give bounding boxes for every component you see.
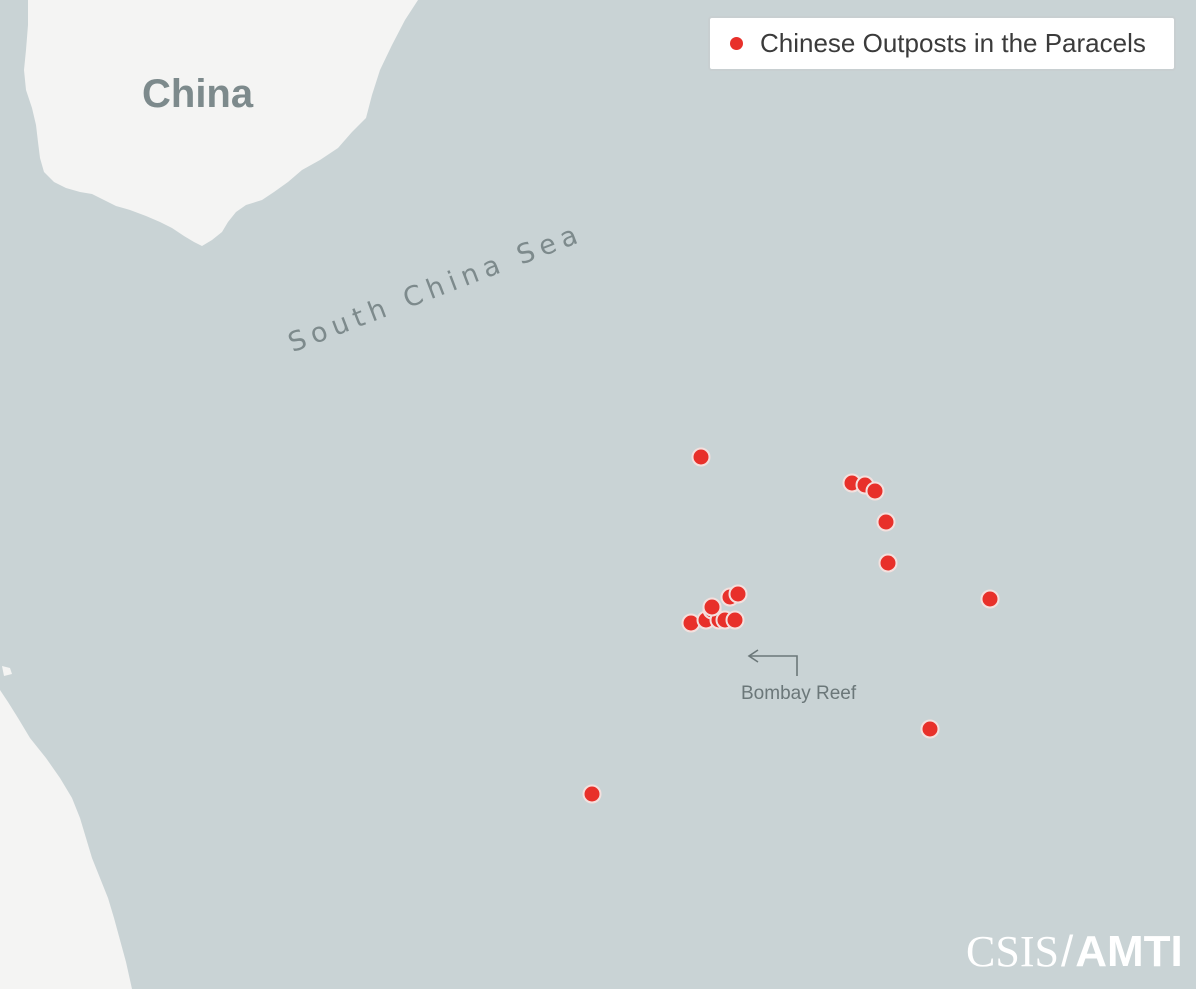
vietnam-landmass <box>0 690 132 989</box>
country-label: China <box>142 72 254 116</box>
islet <box>2 666 12 676</box>
callout-arrow <box>747 649 798 676</box>
hainan-landmass <box>24 0 418 246</box>
outpost-marker[interactable] <box>876 512 896 531</box>
credit-org: CSIS <box>966 927 1059 976</box>
credit-separator: / <box>1060 927 1074 976</box>
outpost-marker[interactable] <box>582 784 602 803</box>
outpost-marker[interactable] <box>728 584 748 604</box>
credit-logo: CSIS/AMTI <box>966 930 1183 974</box>
outpost-marker[interactable] <box>691 447 711 467</box>
credit-program: AMTI <box>1075 927 1183 976</box>
outpost-marker[interactable] <box>878 553 898 573</box>
legend-label: Chinese Outposts in the Paracels <box>760 28 1146 58</box>
outpost-marker[interactable] <box>980 589 1000 609</box>
outpost-marker[interactable] <box>920 719 940 739</box>
outpost-marker[interactable] <box>725 610 745 630</box>
legend: Chinese Outposts in the Paracels <box>708 16 1176 71</box>
outpost-marker[interactable] <box>865 481 885 500</box>
legend-marker-icon <box>730 37 743 50</box>
outpost-marker[interactable] <box>702 597 722 617</box>
bombay-reef-label: Bombay Reef <box>741 683 857 704</box>
